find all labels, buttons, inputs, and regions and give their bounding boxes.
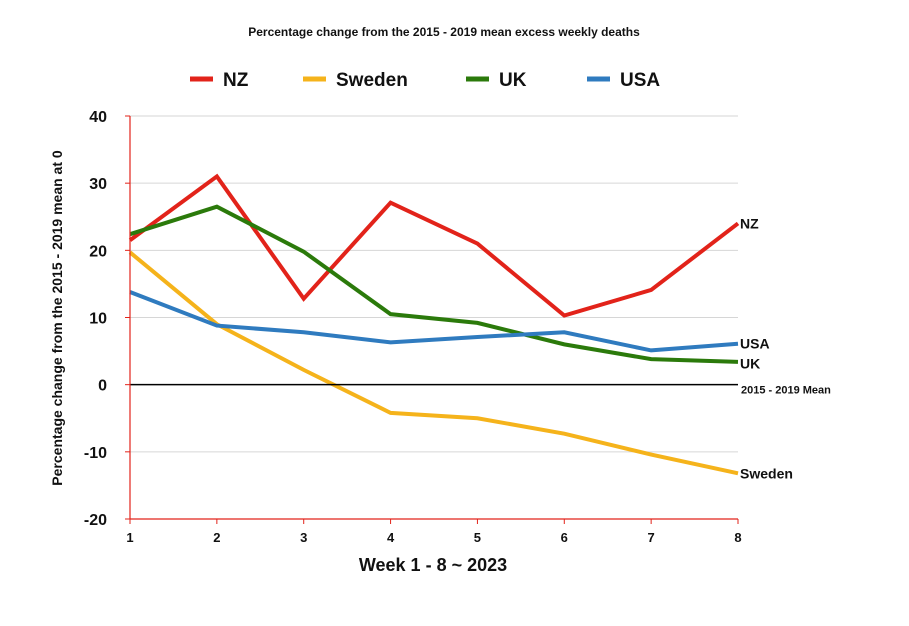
x-tick-label: 8 (734, 530, 741, 545)
x-tick-label: 2 (213, 530, 220, 545)
x-tick-label: 5 (474, 530, 481, 545)
y-tick-label: -20 (84, 512, 107, 529)
x-tick-label: 3 (300, 530, 307, 545)
series-line-nz (128, 173, 740, 318)
chart-title: Percentage change from the 2015 - 2019 m… (248, 25, 640, 39)
legend-label-nz: NZ (223, 70, 249, 91)
mean-reference-label: 2015 - 2019 Mean (741, 385, 831, 397)
x-axis-label: Week 1 - 8 ~ 2023 (359, 555, 507, 575)
x-tick-label: 7 (648, 530, 655, 545)
y-tick-label: 10 (89, 311, 107, 328)
end-labels: 2015 - 2019 Mean NZ USA UK Sweden (740, 215, 831, 481)
axes: 40 30 20 10 0 -10 -20 1 2 3 4 5 6 7 8 (84, 109, 742, 545)
legend-item-usa: USA (587, 70, 660, 91)
legend-item-nz: NZ (190, 70, 249, 91)
legend-item-uk: UK (466, 70, 527, 91)
y-tick-label: -10 (84, 445, 107, 462)
x-tick-label: 1 (126, 530, 133, 545)
legend-label-uk: UK (499, 70, 527, 91)
end-label-nz: NZ (740, 215, 759, 231)
end-label-sweden: Sweden (740, 465, 793, 481)
series-lines (128, 173, 740, 476)
y-tick-label: 20 (89, 243, 107, 260)
legend-label-sweden: Sweden (336, 70, 408, 91)
x-tick-label: 4 (387, 530, 395, 545)
end-label-uk: UK (740, 356, 760, 372)
legend-label-usa: USA (620, 70, 660, 91)
y-axis-label: Percentage change from the 2015 - 2019 m… (49, 150, 65, 486)
y-tick-label: 30 (89, 176, 107, 193)
end-label-usa: USA (740, 336, 770, 352)
legend-item-sweden: Sweden (303, 70, 408, 91)
series-line-uk (129, 204, 739, 364)
y-tick-label: 0 (98, 378, 107, 395)
gridlines (130, 115, 738, 453)
legend: NZ Sweden UK USA (190, 70, 660, 91)
series-line-sweden (128, 250, 739, 476)
series-line-usa (129, 290, 739, 353)
x-tick-label: 6 (561, 530, 568, 545)
y-tick-label: 40 (89, 109, 107, 126)
